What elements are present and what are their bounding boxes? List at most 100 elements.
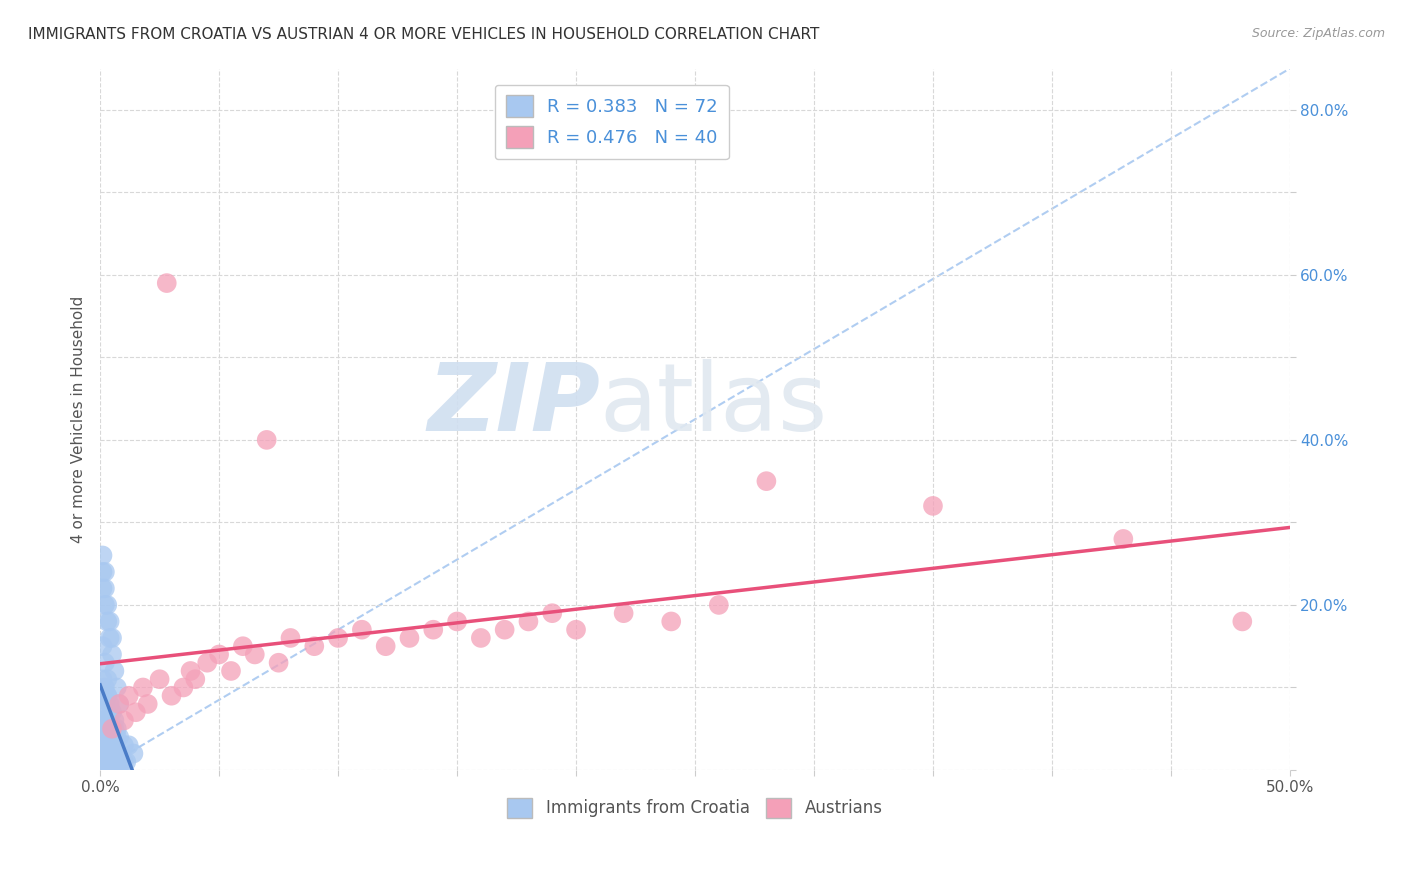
Point [96, 730, 118, 744]
Point [91, 549, 114, 563]
Point [219, 664, 242, 678]
Point [136, 697, 159, 711]
Point [122, 747, 145, 761]
Point [112, 738, 135, 752]
Point [94, 681, 117, 695]
Point [91, 582, 114, 596]
Point [94, 582, 117, 596]
Point [94, 598, 117, 612]
Point [118, 738, 141, 752]
Point [96, 689, 118, 703]
Point [125, 705, 148, 719]
Point [103, 747, 125, 761]
Point [422, 623, 444, 637]
Point [707, 598, 730, 612]
Point [91, 722, 114, 736]
Legend: Immigrants from Croatia, Austrians: Immigrants from Croatia, Austrians [501, 791, 890, 825]
Point [755, 474, 778, 488]
Point [541, 606, 564, 620]
Point [374, 639, 396, 653]
Point [132, 681, 155, 695]
Point [105, 730, 128, 744]
Point [96, 615, 118, 629]
Y-axis label: 4 or more Vehicles in Household: 4 or more Vehicles in Household [72, 295, 86, 543]
Point [91, 755, 114, 769]
Point [98, 755, 121, 769]
Point [94, 738, 117, 752]
Point [304, 639, 326, 653]
Point [96, 672, 118, 686]
Point [105, 747, 128, 761]
Point [94, 747, 117, 761]
Point [91, 689, 114, 703]
Point [98, 738, 121, 752]
Point [149, 672, 172, 686]
Point [96, 689, 118, 703]
Point [94, 755, 117, 769]
Point [101, 738, 124, 752]
Point [517, 615, 540, 629]
Point [103, 755, 125, 769]
Point [446, 615, 468, 629]
Text: ZIP: ZIP [427, 359, 600, 451]
Point [105, 755, 128, 769]
Point [350, 623, 373, 637]
Point [101, 648, 124, 662]
Point [108, 730, 131, 744]
Point [94, 656, 117, 670]
Point [160, 689, 183, 703]
Point [94, 714, 117, 728]
Text: atlas: atlas [600, 359, 828, 451]
Point [105, 681, 128, 695]
Point [613, 606, 636, 620]
Point [98, 714, 121, 728]
Point [96, 598, 118, 612]
Point [280, 631, 302, 645]
Point [108, 697, 131, 711]
Point [96, 722, 118, 736]
Point [91, 755, 114, 769]
Point [101, 722, 124, 736]
Point [267, 656, 290, 670]
Point [91, 672, 114, 686]
Point [326, 631, 349, 645]
Point [470, 631, 492, 645]
Point [101, 755, 124, 769]
Point [922, 499, 945, 513]
Point [659, 615, 682, 629]
Point [91, 738, 114, 752]
Point [91, 747, 114, 761]
Point [256, 433, 278, 447]
Point [96, 747, 118, 761]
Point [172, 681, 194, 695]
Point [101, 747, 124, 761]
Point [118, 689, 141, 703]
Point [195, 656, 218, 670]
Point [94, 565, 117, 579]
Point [110, 755, 132, 769]
Point [91, 639, 114, 653]
Point [94, 722, 117, 736]
Point [105, 722, 128, 736]
Point [108, 697, 131, 711]
Point [101, 722, 124, 736]
Point [91, 747, 114, 761]
Point [94, 730, 117, 744]
Text: IMMIGRANTS FROM CROATIA VS AUSTRIAN 4 OR MORE VEHICLES IN HOUSEHOLD CORRELATION : IMMIGRANTS FROM CROATIA VS AUSTRIAN 4 OR… [28, 27, 820, 42]
Point [1232, 615, 1254, 629]
Point [208, 648, 231, 662]
Point [232, 639, 254, 653]
Point [94, 697, 117, 711]
Point [94, 755, 117, 769]
Point [91, 565, 114, 579]
Point [96, 738, 118, 752]
Point [98, 730, 121, 744]
Point [565, 623, 588, 637]
Point [184, 672, 207, 686]
Point [243, 648, 266, 662]
Point [96, 755, 118, 769]
Point [1112, 532, 1135, 546]
Point [98, 747, 121, 761]
Text: Source: ZipAtlas.com: Source: ZipAtlas.com [1251, 27, 1385, 40]
Point [112, 714, 135, 728]
